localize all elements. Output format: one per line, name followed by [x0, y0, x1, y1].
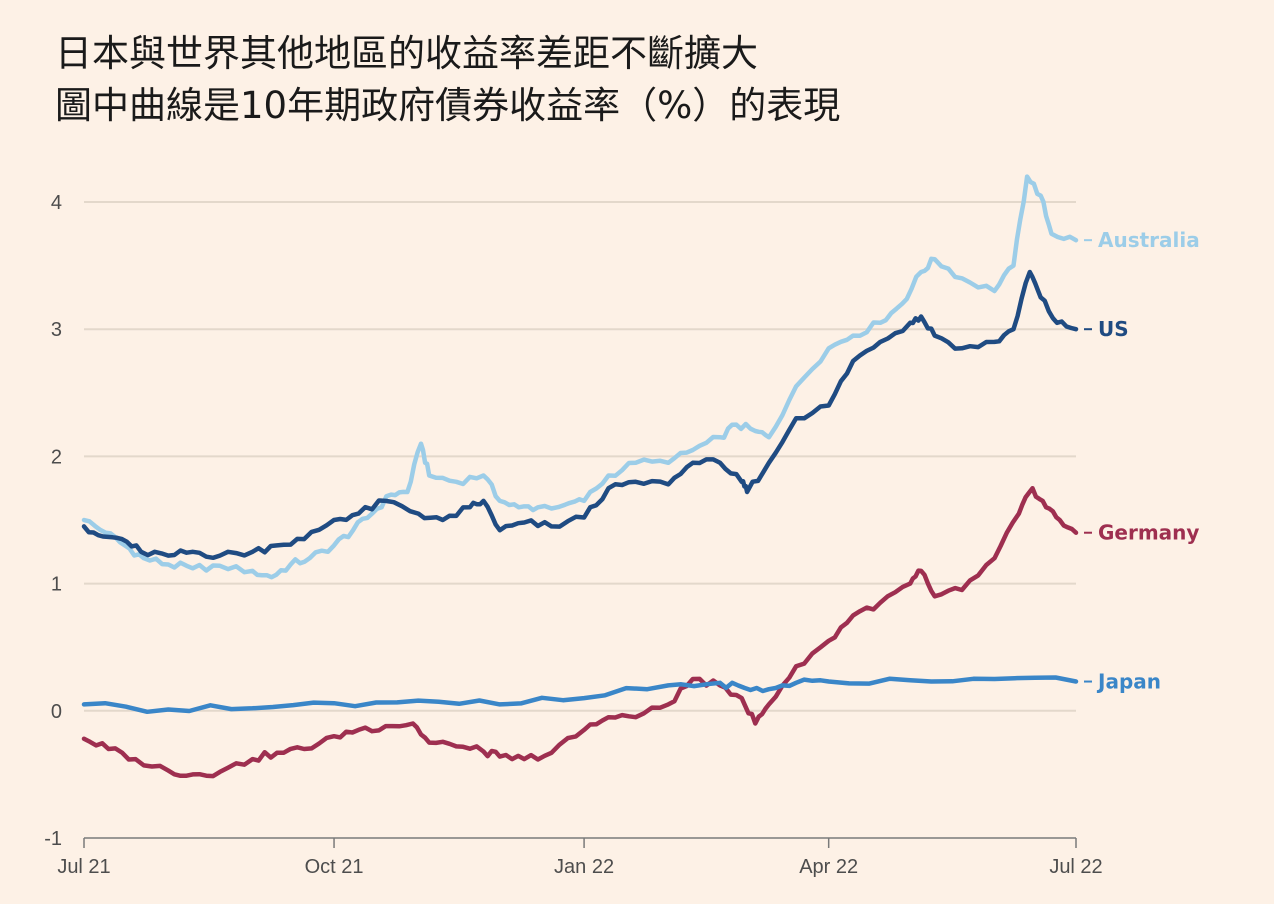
series-label-australia: Australia: [1084, 228, 1200, 252]
y-tick-label: 1: [51, 574, 62, 596]
x-axis: Jul 21 Oct 21 Jan 22 Apr 22 Jul 22: [57, 837, 1103, 878]
x-tick-label: Oct 21: [305, 856, 364, 878]
y-tick-label: 2: [51, 446, 62, 468]
y-tick-label: 0: [51, 701, 62, 723]
series-labels: Australia US Germany Japan: [1084, 228, 1200, 694]
series-line-us: [81, 269, 1079, 561]
x-tick-label: Apr 22: [799, 856, 858, 878]
x-tick-label: Jan 22: [554, 856, 614, 878]
chart-title: 日本與世界其他地區的收益率差距不斷擴大: [55, 32, 758, 75]
series-line-germany: [81, 485, 1079, 779]
series-line-japan: [81, 675, 1079, 715]
series-label-text: Germany: [1098, 521, 1199, 545]
y-tick-label: -1: [44, 828, 62, 850]
series-line-australia: [81, 174, 1079, 580]
series-label-japan: Japan: [1084, 670, 1161, 694]
title-block: 日本與世界其他地區的收益率差距不斷擴大 圖中曲線是10年期政府債券收益率（%）的…: [55, 28, 840, 132]
y-tick-label: 4: [51, 192, 62, 214]
series-label-text: Australia: [1098, 228, 1200, 252]
series-lines: [81, 174, 1079, 779]
series-label-text: US: [1098, 317, 1129, 341]
series-label-us: US: [1084, 317, 1129, 341]
x-tick-label: Jul 22: [1049, 856, 1102, 878]
chart-subtitle: 圖中曲線是10年期政府債券收益率（%）的表現: [55, 84, 841, 127]
series-label-germany: Germany: [1084, 521, 1199, 545]
grid-lines: 4 3 2 1 0 -1: [44, 192, 1076, 850]
x-tick-label: Jul 21: [57, 856, 110, 878]
y-tick-label: 3: [51, 319, 62, 341]
series-label-text: Japan: [1096, 670, 1161, 694]
